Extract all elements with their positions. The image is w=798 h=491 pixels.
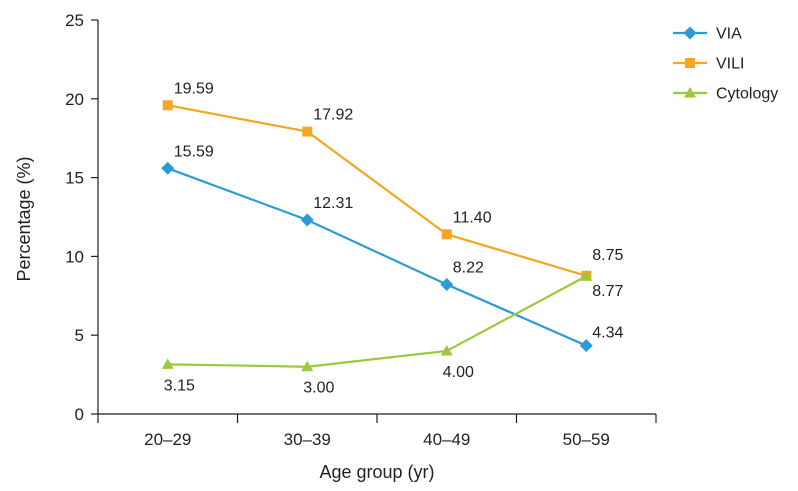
legend-item-via: VIA (673, 26, 742, 43)
data-label-via: 15.59 (174, 143, 214, 160)
data-point-cytology (301, 360, 314, 372)
data-label-via: 8.22 (453, 259, 484, 276)
data-label-cytology: 3.00 (303, 380, 334, 397)
data-point-via (440, 277, 454, 291)
series-markers (161, 100, 593, 372)
data-label-via: 12.31 (313, 195, 353, 212)
legend-marker (685, 58, 695, 68)
data-label-vili: 11.40 (453, 209, 492, 226)
legend-marker (684, 87, 696, 98)
data-labels: 15.59 12.31 8.22 4.34 19.59 17.92 11.40 8.77 3.1… (164, 80, 624, 396)
x-tick-label: 50–59 (563, 430, 610, 449)
axes (97, 20, 656, 415)
y-tick-label: 20 (65, 90, 84, 109)
y-tick-label: 5 (75, 326, 84, 345)
legend-marker (683, 26, 697, 40)
data-point-vili (162, 100, 173, 111)
legend-item-cytology: Cytology (673, 86, 778, 103)
data-point-via (579, 339, 593, 353)
legend-label: Cytology (716, 86, 778, 103)
y-tick-label: 0 (75, 405, 84, 424)
data-label-cytology: 4.00 (443, 364, 474, 381)
data-point-cytology (161, 358, 174, 369)
x-tick-label: 40–49 (423, 430, 470, 449)
data-point-vili (302, 126, 313, 137)
data-point-via (161, 161, 175, 175)
y-tick-label: 10 (65, 247, 84, 266)
x-tick-label: 20–29 (144, 430, 191, 449)
y-tick-label: 25 (65, 11, 84, 30)
data-point-via (300, 213, 314, 227)
x-ticks: 20–29 30–39 40–49 50–59 (97, 414, 657, 449)
y-ticks: 0 5 10 15 20 25 (65, 11, 98, 424)
data-label-via: 4.34 (592, 325, 623, 342)
series-line-vili (167, 104, 587, 277)
data-label-vili: 17.92 (313, 107, 353, 124)
data-point-vili (441, 229, 452, 240)
data-label-cytology: 8.75 (592, 247, 623, 264)
series-line-cytology (167, 275, 587, 368)
data-point-cytology (440, 344, 453, 356)
series-line-via (167, 167, 587, 347)
x-tick-label: 30–39 (284, 430, 331, 449)
x-axis-title: Age group (yr) (319, 462, 434, 482)
data-label-vili: 8.77 (592, 283, 623, 300)
y-axis-title: Percentage (%) (14, 156, 34, 281)
series-lines (167, 104, 587, 368)
legend-label: VILI (716, 56, 744, 73)
data-label-cytology: 3.15 (164, 377, 195, 394)
y-tick-label: 15 (65, 169, 84, 188)
legend: VIA VILI Cytology (673, 26, 778, 103)
data-point-cytology (580, 270, 593, 281)
legend-label: VIA (716, 26, 742, 43)
data-label-vili: 19.59 (174, 80, 214, 97)
legend-item-vili: VILI (673, 56, 744, 73)
